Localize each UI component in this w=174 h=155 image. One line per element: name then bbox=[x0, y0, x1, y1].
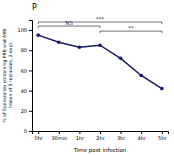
bracket-tick bbox=[161, 22, 162, 24]
bracket: ** bbox=[100, 25, 162, 33]
x-tick-mark bbox=[100, 131, 101, 134]
y-tick: 60 bbox=[21, 68, 32, 74]
x-tick-mark bbox=[121, 131, 122, 134]
x-tick-label: 1hr bbox=[76, 135, 85, 141]
x-tick-label: 2hr bbox=[96, 135, 105, 141]
x-tick-mark bbox=[141, 131, 142, 134]
x-tick-mark bbox=[162, 131, 163, 134]
bracket-label: ** bbox=[128, 25, 134, 31]
point bbox=[36, 33, 40, 37]
series bbox=[36, 33, 163, 90]
y-tick-mark bbox=[29, 50, 32, 51]
x-tick: 5hr bbox=[158, 131, 167, 141]
bracket-label: *** bbox=[96, 16, 105, 22]
y-tick-label: 100 bbox=[17, 27, 27, 33]
y-axis-title-line: (mean of 5 replicates, 2 exp) bbox=[8, 43, 13, 108]
point bbox=[119, 57, 123, 61]
x-tick-mark bbox=[38, 131, 39, 134]
y-tick: 0 bbox=[24, 128, 32, 134]
y-tick: 100 bbox=[17, 27, 32, 33]
x-tick-label: 30min bbox=[51, 135, 67, 141]
bracket: NS bbox=[38, 20, 100, 28]
x-axis-title: Time post infection bbox=[73, 147, 127, 154]
y-tick: 80 bbox=[21, 47, 32, 53]
y-axis: 0 20 40 60 80 100 bbox=[17, 21, 32, 135]
chart: 0hr30min1hr2hr3hr4hr5hr020406080100NS***… bbox=[0, 0, 174, 155]
point bbox=[78, 45, 82, 49]
bracket-tick bbox=[38, 26, 39, 28]
x-tick-label: 3hr bbox=[117, 135, 126, 141]
y-tick-mark bbox=[29, 131, 32, 132]
x-tick: 2hr bbox=[96, 131, 105, 141]
y-tick-label: 20 bbox=[21, 108, 27, 114]
bracket-label: NS bbox=[65, 20, 73, 26]
x-tick: 3hr bbox=[117, 131, 126, 141]
bracket-tick bbox=[100, 31, 101, 33]
x-tick: 4hr bbox=[138, 131, 147, 141]
x-tick-mark bbox=[79, 131, 80, 134]
point bbox=[98, 43, 102, 47]
y-axis-title-line: % of Sporozoites containing PRB and ARB bbox=[2, 29, 7, 123]
y-tick-mark bbox=[29, 70, 32, 71]
bracket-tick bbox=[161, 31, 162, 33]
y-axis-title: % of Sporozoites containing PRB and ARB(… bbox=[2, 29, 13, 123]
plot-area: 0hr30min1hr2hr3hr4hr5hr020406080100NS***… bbox=[17, 16, 168, 141]
point bbox=[139, 74, 143, 78]
y-tick-label: 60 bbox=[21, 68, 27, 74]
x-tick-mark bbox=[59, 131, 60, 134]
bracket-tick bbox=[38, 22, 39, 24]
x-tick-label: 0hr bbox=[34, 135, 43, 141]
y-tick-mark bbox=[29, 30, 32, 31]
y-tick-label: 40 bbox=[21, 88, 27, 94]
y-tick: 40 bbox=[21, 88, 32, 94]
x-tick-label: 4hr bbox=[138, 135, 147, 141]
annotations: NS***** bbox=[38, 16, 162, 33]
y-axis-line bbox=[29, 21, 33, 132]
x-tick: 1hr bbox=[76, 131, 85, 141]
bracket-tick bbox=[100, 26, 101, 28]
point bbox=[160, 87, 164, 91]
x-tick: 0hr bbox=[34, 131, 43, 141]
title: P bbox=[32, 3, 37, 12]
x-axis: 0hr 30min 1hr 2hr 3hr 4hr 5hr bbox=[33, 131, 169, 141]
x-tick: 30min bbox=[51, 131, 67, 141]
y-tick: 20 bbox=[21, 108, 32, 114]
bracket: *** bbox=[38, 16, 162, 24]
y-tick-mark bbox=[29, 91, 32, 92]
point bbox=[57, 40, 61, 44]
line bbox=[38, 35, 162, 88]
x-tick-label: 5hr bbox=[158, 135, 167, 141]
y-tick-label: 80 bbox=[21, 47, 27, 53]
y-tick-mark bbox=[29, 111, 32, 112]
y-tick-label: 0 bbox=[24, 128, 27, 134]
